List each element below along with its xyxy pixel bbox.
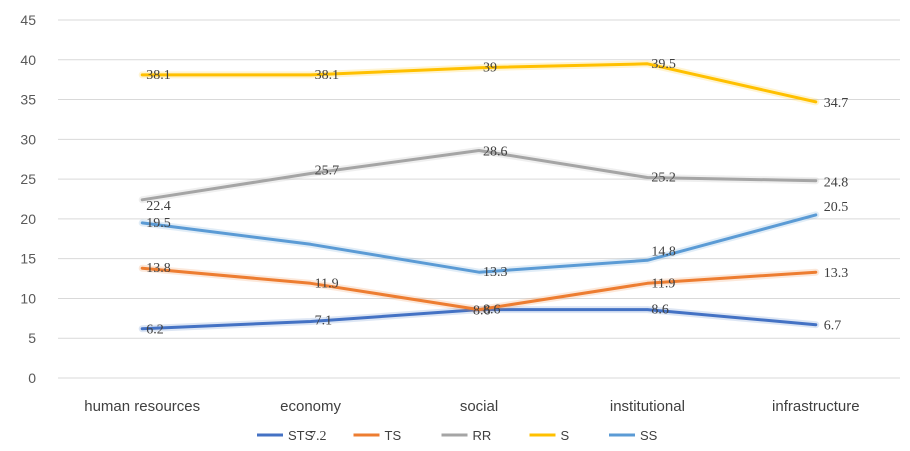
legend-label-S: S [561, 428, 570, 443]
y-tick-label: 15 [20, 251, 36, 267]
y-tick-label: 25 [20, 171, 36, 187]
data-label: 39 [483, 61, 497, 76]
x-tick-label: social [460, 398, 498, 415]
data-label: 8.6 [651, 303, 669, 318]
data-label: 34.7 [824, 96, 849, 111]
legend-label-RR: RR [473, 428, 492, 443]
y-tick-label: 40 [20, 52, 36, 68]
y-tick-label: 5 [28, 330, 36, 346]
data-label: 19.5 [146, 216, 171, 231]
data-label: 13.3 [483, 265, 508, 280]
y-tick-label: 10 [20, 290, 36, 306]
y-tick-label: 30 [20, 131, 36, 147]
series-line-S [140, 62, 818, 104]
series-line-SS [140, 213, 818, 274]
x-tick-label: human resources [84, 398, 200, 415]
data-label: 25.7 [315, 164, 340, 179]
stray-data-label: 7.2 [309, 429, 327, 444]
data-label: 6.7 [824, 319, 842, 334]
data-label: 8.6 [473, 304, 491, 319]
series-line-shadow-S [138, 60, 820, 106]
data-label: 22.4 [146, 199, 171, 214]
legend-label-STS: STS [288, 428, 314, 443]
data-label: 13.3 [824, 266, 849, 281]
y-tick-label: 45 [20, 12, 36, 28]
data-label: 20.5 [824, 200, 849, 215]
x-tick-label: infrastructure [772, 398, 860, 415]
data-label: 38.1 [146, 68, 171, 83]
series-line-shadow-RR [138, 147, 820, 204]
y-tick-label: 0 [28, 370, 36, 386]
legend-label-TS: TS [385, 428, 402, 443]
data-label: 24.8 [824, 176, 849, 191]
data-label: 13.8 [146, 261, 171, 276]
data-label: 7.1 [315, 314, 333, 329]
data-label: 25.2 [651, 171, 676, 186]
data-label: 8.6 [483, 303, 501, 318]
legend-label-SS: SS [640, 428, 658, 443]
x-tick-label: institutional [610, 398, 685, 415]
data-label: 11.9 [315, 276, 339, 291]
data-label: 6.2 [146, 323, 164, 338]
series-line-RR [140, 149, 818, 202]
data-label: 38.1 [315, 68, 340, 83]
data-label: 39.5 [651, 57, 676, 72]
y-tick-label: 35 [20, 92, 36, 108]
data-label: 11.9 [651, 276, 675, 291]
data-label: 28.6 [483, 144, 508, 159]
x-tick-label: economy [280, 398, 341, 415]
data-label: 14.8 [651, 244, 676, 259]
y-tick-label: 20 [20, 211, 36, 227]
series-line-TS [140, 266, 818, 312]
